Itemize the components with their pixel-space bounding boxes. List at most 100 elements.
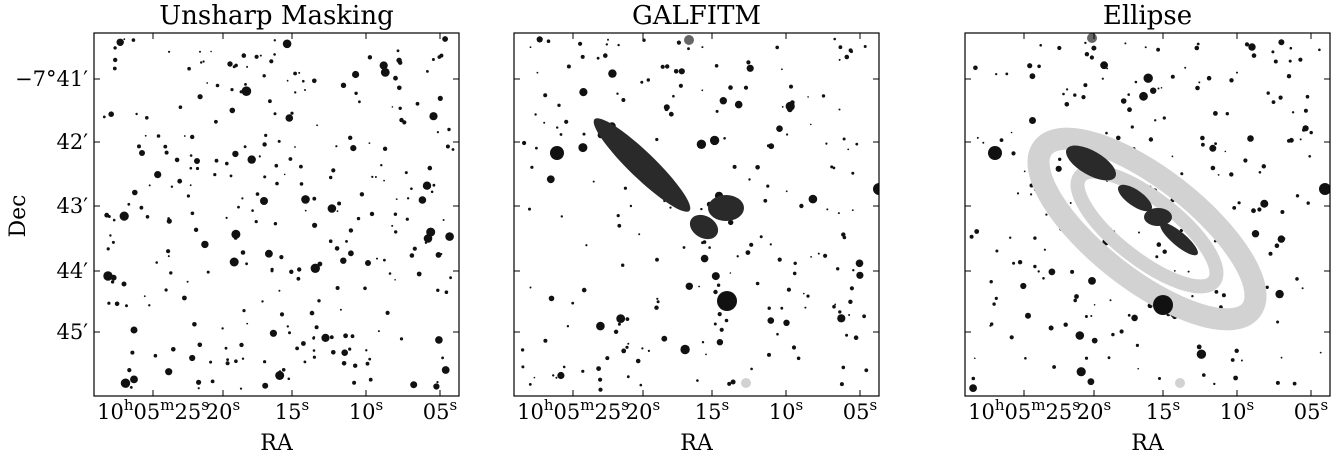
masked-source	[396, 49, 400, 53]
masked-source	[834, 303, 837, 306]
masked-source	[845, 333, 849, 337]
masked-source	[314, 325, 319, 330]
masked-source	[279, 312, 285, 317]
masked-source	[299, 182, 304, 186]
x-tick-label: 05s	[843, 396, 877, 424]
masked-source	[863, 45, 867, 48]
masked-source	[713, 289, 718, 295]
masked-source	[130, 326, 138, 334]
masked-source	[197, 342, 203, 348]
x-tick-label: 05s	[423, 396, 457, 424]
masked-source	[130, 375, 138, 384]
masked-source	[269, 329, 277, 337]
masked-source	[279, 255, 284, 260]
masked-source	[396, 57, 402, 63]
masked-source	[989, 324, 992, 327]
x-tick-part: 15	[695, 400, 722, 424]
masked-source	[312, 78, 317, 84]
masked-source	[123, 38, 126, 41]
masked-source	[616, 314, 626, 323]
masked-source	[1232, 206, 1237, 210]
masked-source	[1144, 46, 1147, 49]
masked-source	[781, 68, 783, 71]
masked-source	[354, 91, 358, 95]
masked-source	[1202, 373, 1206, 377]
x-axis-label: RA	[260, 431, 294, 456]
masked-source	[1027, 63, 1033, 69]
masked-source	[374, 176, 377, 178]
masked-source	[585, 244, 588, 247]
masked-source	[1043, 248, 1046, 251]
masked-source	[1160, 87, 1163, 89]
masked-source	[1157, 87, 1160, 90]
masked-source	[1010, 131, 1013, 134]
masked-source	[202, 60, 205, 63]
masked-source	[566, 64, 571, 69]
masked-source	[613, 329, 619, 334]
masked-source	[112, 66, 117, 71]
masked-source	[114, 301, 120, 307]
masked-source	[365, 349, 368, 352]
masked-source	[1229, 172, 1234, 177]
masked-source	[263, 360, 267, 364]
masked-source	[1276, 320, 1280, 324]
masked-source	[810, 123, 812, 126]
masked-source	[701, 89, 704, 92]
masked-source	[201, 240, 209, 249]
x-tick-part: s	[376, 396, 384, 414]
masked-source	[412, 246, 417, 251]
masked-source	[842, 235, 847, 240]
masked-source	[225, 161, 229, 166]
masked-source	[1214, 240, 1216, 242]
masked-source	[397, 85, 402, 91]
masked-source	[974, 357, 976, 360]
masked-source	[304, 209, 307, 212]
masked-source	[1292, 381, 1297, 386]
masked-source	[862, 314, 866, 319]
masked-source	[433, 383, 440, 390]
masked-source	[848, 299, 853, 304]
masked-source	[1083, 83, 1088, 88]
masked-source	[1020, 282, 1027, 290]
masked-source	[1200, 135, 1205, 141]
masked-source	[1009, 335, 1014, 340]
masked-source	[700, 207, 703, 211]
masked-source	[273, 53, 276, 56]
masked-source	[804, 306, 807, 309]
masked-source	[781, 106, 784, 108]
masked-source	[1217, 174, 1220, 176]
masked-source	[592, 180, 595, 183]
masked-source	[763, 198, 768, 203]
masked-source	[766, 184, 770, 188]
masked-source	[242, 309, 246, 313]
masked-source	[317, 299, 321, 303]
masked-source	[1175, 378, 1185, 388]
masked-source	[189, 354, 196, 362]
masked-source	[288, 331, 291, 335]
masked-source	[312, 196, 317, 201]
masked-source	[1288, 59, 1292, 63]
masked-source	[241, 357, 245, 360]
x-tick-label: 10h05m25s	[517, 396, 629, 424]
masked-source	[335, 286, 340, 290]
masked-source	[262, 382, 269, 389]
masked-source	[1291, 111, 1295, 114]
masked-source	[214, 158, 219, 163]
masked-source	[244, 83, 247, 86]
masked-source	[196, 379, 202, 385]
masked-source	[1213, 382, 1216, 386]
masked-source	[359, 192, 365, 197]
masked-source	[437, 95, 443, 101]
masked-source	[394, 279, 396, 281]
masked-source	[365, 361, 370, 366]
masked-source	[719, 327, 724, 332]
masked-source	[755, 281, 760, 286]
masked-source	[971, 376, 976, 381]
masked-source	[1045, 213, 1048, 216]
masked-source	[1017, 260, 1023, 265]
masked-source	[533, 376, 536, 379]
masked-source	[617, 223, 622, 228]
masked-source	[776, 125, 783, 132]
masked-source	[1277, 235, 1285, 243]
masked-source	[182, 295, 187, 301]
